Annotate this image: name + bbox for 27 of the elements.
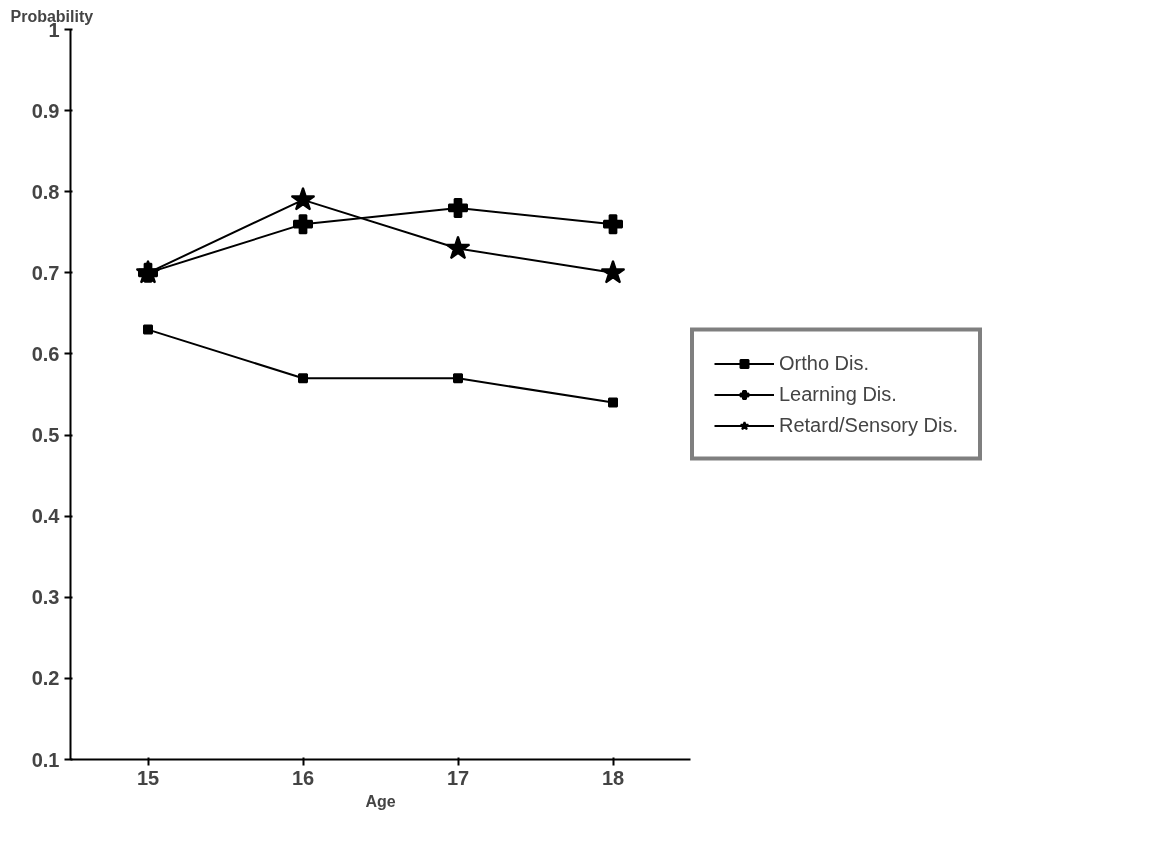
point bbox=[600, 259, 626, 284]
x-tick-label: 18 bbox=[601, 766, 625, 789]
y-tick-label: 0.4 bbox=[31, 505, 61, 528]
y-tick-label: 0.5 bbox=[31, 424, 60, 447]
y-tick-label: 0.3 bbox=[31, 586, 60, 609]
point bbox=[448, 197, 468, 218]
x-axis-title: Age bbox=[365, 792, 396, 810]
y-tick-label: 0.8 bbox=[31, 180, 60, 203]
y-tick-label: 0.9 bbox=[31, 99, 60, 122]
point bbox=[608, 397, 618, 408]
legend-label: Retard/Sensory Dis. bbox=[779, 413, 958, 437]
point bbox=[293, 214, 313, 235]
y-tick-label: 0.6 bbox=[31, 342, 60, 365]
x-tick-label: 16 bbox=[291, 766, 315, 789]
x-tick-label: 17 bbox=[446, 766, 470, 789]
point bbox=[453, 373, 463, 384]
y-tick-label: 0.2 bbox=[31, 667, 60, 690]
point bbox=[603, 214, 623, 235]
x-tick-label: 15 bbox=[136, 766, 160, 789]
y-tick-label: 0.7 bbox=[31, 261, 60, 284]
point bbox=[143, 324, 153, 335]
legend-label: Ortho Dis. bbox=[779, 351, 870, 375]
point bbox=[445, 235, 471, 260]
y-tick-label: 0.1 bbox=[31, 748, 60, 771]
legend-label: Learning Dis. bbox=[779, 382, 897, 406]
point bbox=[298, 373, 308, 384]
point bbox=[290, 186, 316, 211]
